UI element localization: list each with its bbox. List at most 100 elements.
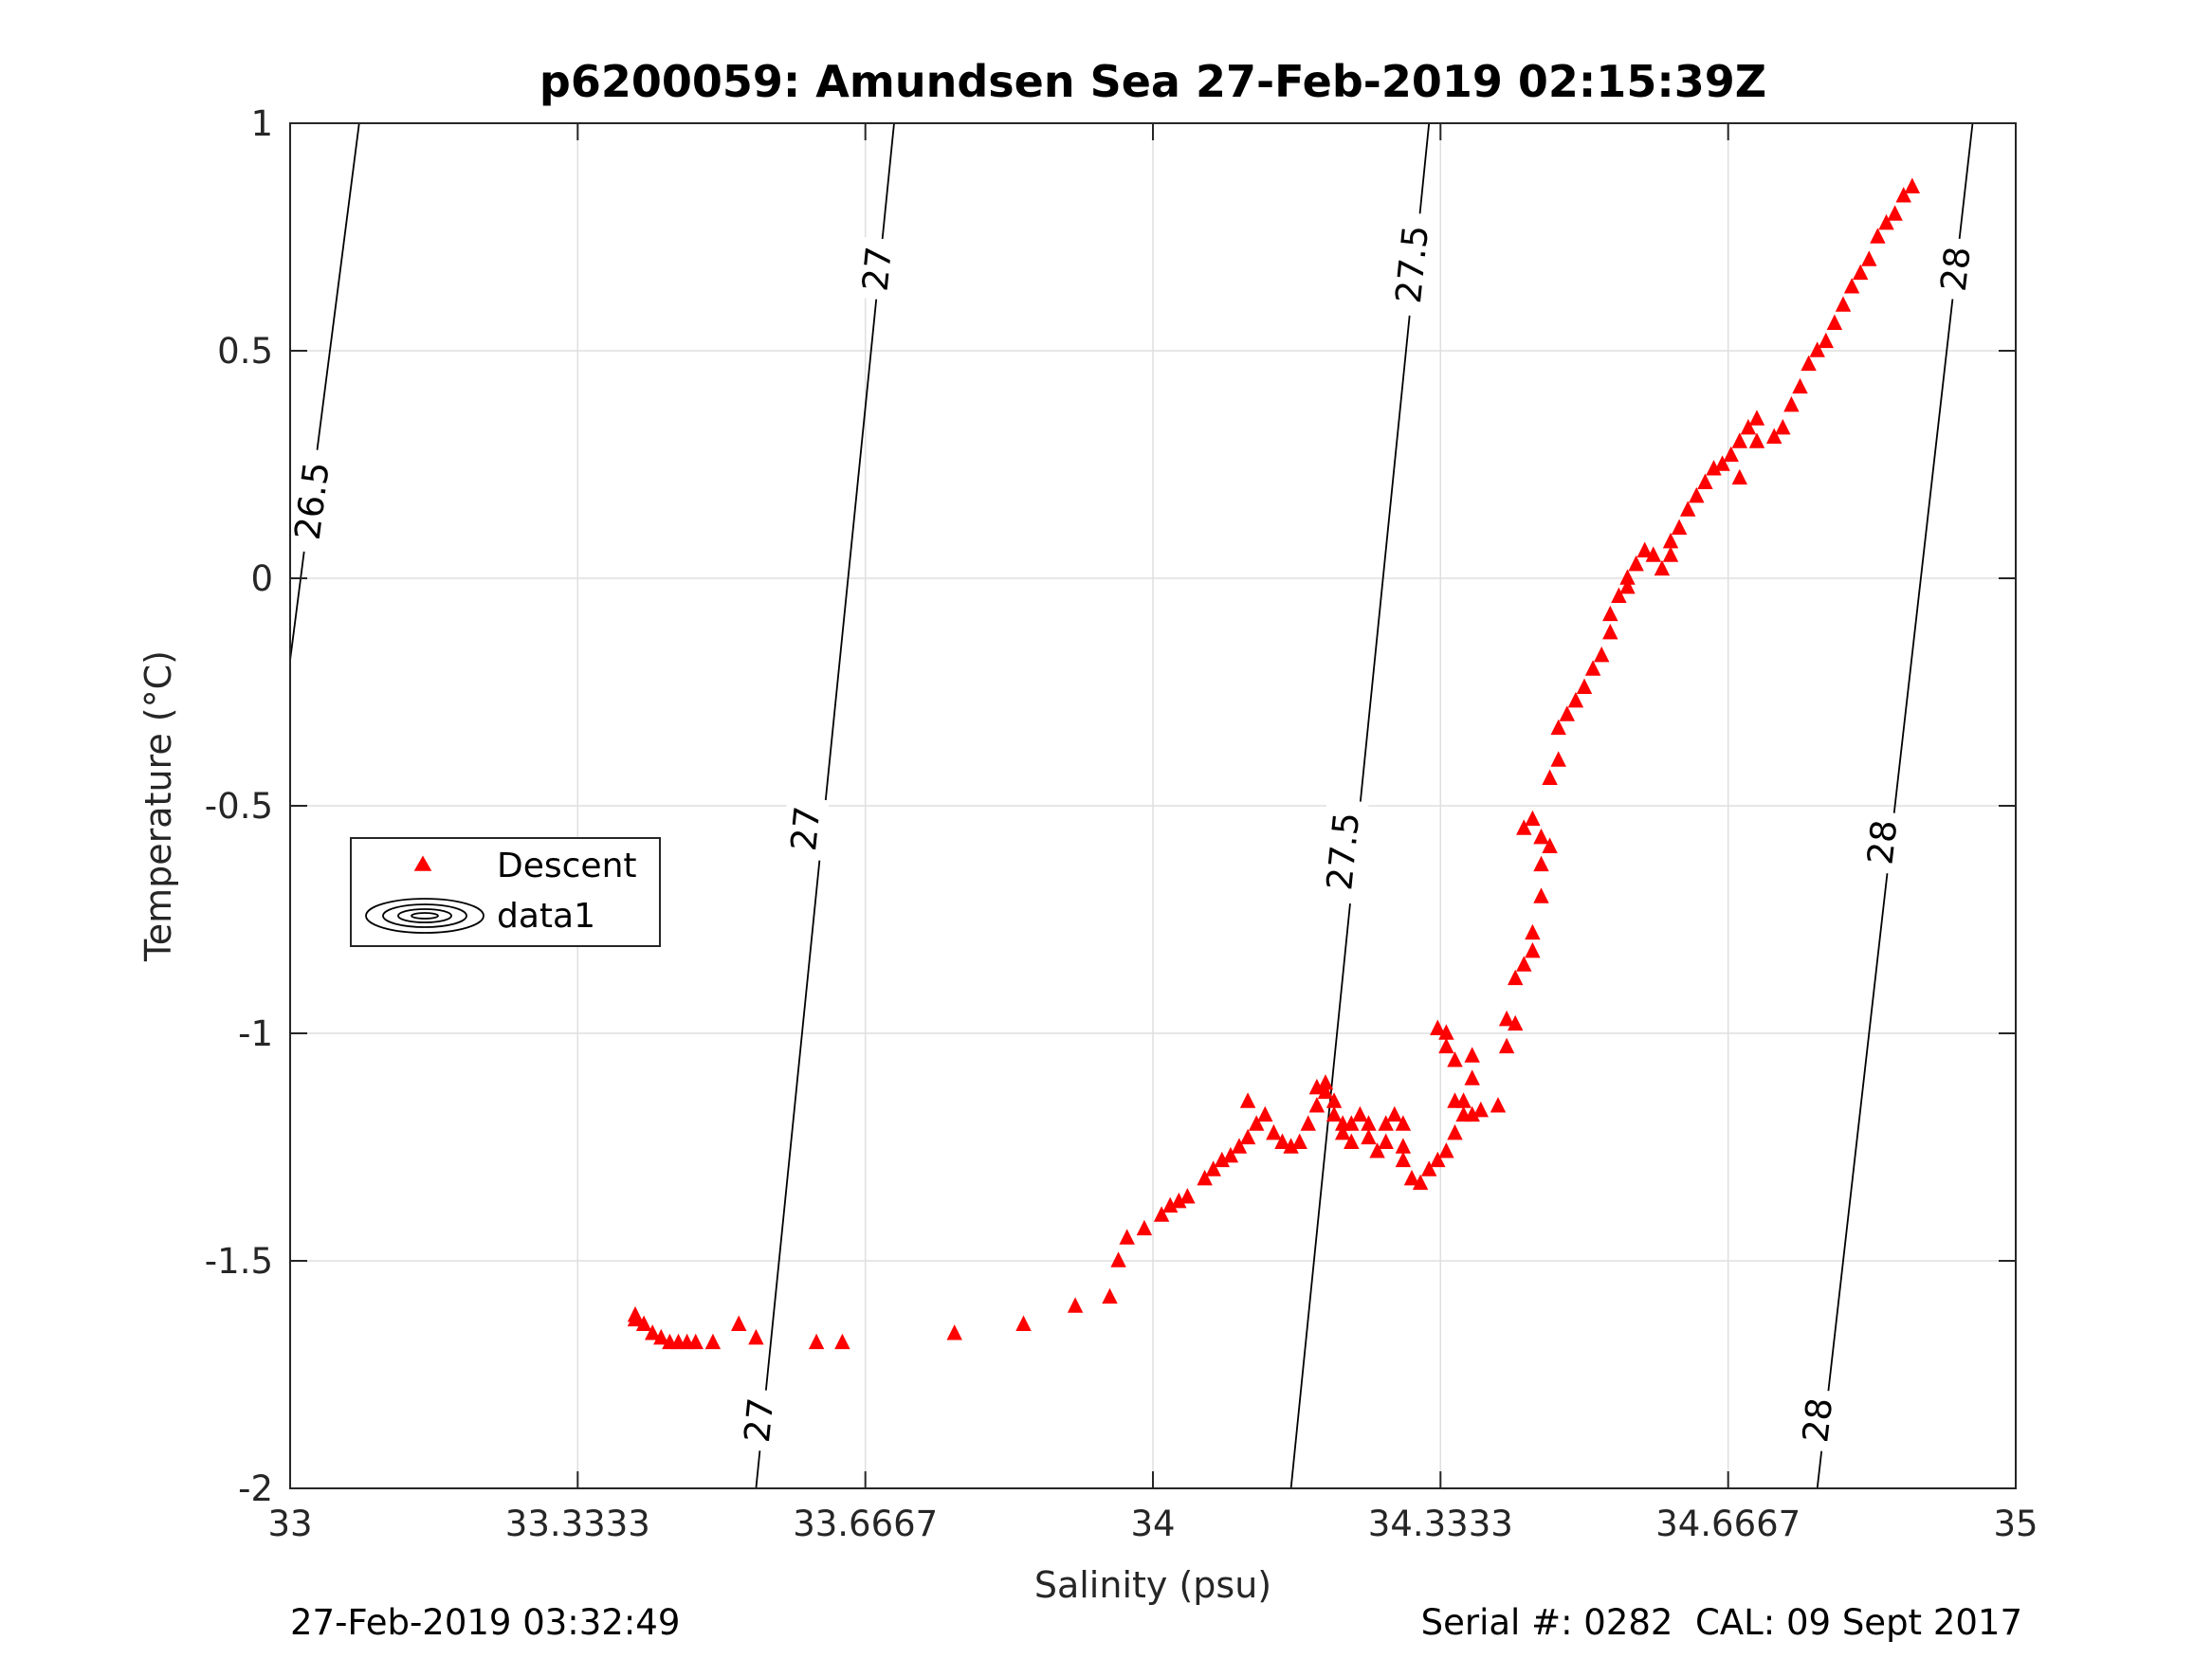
isopycnal-label: 27 bbox=[855, 245, 901, 293]
descent-point bbox=[1662, 546, 1679, 562]
descent-point bbox=[1887, 205, 1903, 221]
descent-point bbox=[1438, 1142, 1454, 1158]
descent-point bbox=[1576, 678, 1593, 694]
descent-point bbox=[1731, 432, 1748, 448]
y-tick-label: 0.5 bbox=[217, 331, 273, 372]
descent-point bbox=[1731, 468, 1748, 485]
descent-point bbox=[1662, 532, 1679, 549]
descent-point bbox=[1525, 810, 1541, 827]
x-tick-label: 33.6667 bbox=[793, 1504, 938, 1544]
descent-point bbox=[1533, 828, 1549, 845]
y-tick-label: 0 bbox=[250, 558, 273, 599]
descent-point bbox=[1308, 1097, 1325, 1113]
descent-point bbox=[1748, 432, 1765, 448]
descent-point bbox=[1593, 646, 1610, 663]
descent-point bbox=[644, 1324, 661, 1340]
descent-point bbox=[1300, 1115, 1317, 1131]
descent-point bbox=[1809, 341, 1825, 357]
descent-point bbox=[946, 1324, 962, 1340]
descent-point bbox=[808, 1333, 825, 1350]
y-axis-label: Temperature (°C) bbox=[137, 650, 179, 962]
descent-point bbox=[1179, 1188, 1196, 1204]
x-tick-label: 35 bbox=[1993, 1504, 2038, 1544]
descent-series bbox=[627, 177, 1921, 1350]
isopycnal-label-gap bbox=[1316, 798, 1369, 904]
descent-point bbox=[1507, 1014, 1524, 1031]
isopycnal-label-gap bbox=[1857, 810, 1907, 875]
descent-point bbox=[704, 1333, 722, 1350]
descent-point bbox=[1205, 1160, 1221, 1176]
y-tick-label: -0.5 bbox=[205, 786, 273, 827]
isopycnal-label-gap bbox=[284, 447, 339, 555]
descent-point bbox=[1136, 1219, 1153, 1236]
legend-triangle-marker-icon bbox=[413, 855, 432, 871]
descent-point bbox=[1352, 1105, 1368, 1122]
isopycnal-contours: 26.5 27 27 27 27.5 27.5 28 28 28 bbox=[284, 122, 1980, 1489]
descent-point bbox=[1344, 1133, 1360, 1149]
descent-point bbox=[1490, 1097, 1507, 1113]
descent-point bbox=[1533, 887, 1549, 903]
descent-point bbox=[1870, 228, 1886, 244]
footer-serial-calibration: Serial #: 0282 CAL: 09 Sept 2017 bbox=[1420, 1602, 2022, 1643]
x-tick-label: 34 bbox=[1130, 1504, 1175, 1544]
descent-point bbox=[834, 1333, 850, 1350]
descent-point bbox=[1542, 769, 1558, 785]
isopycnal-label-gap bbox=[781, 795, 830, 862]
isopycnal-label-gap bbox=[735, 1387, 783, 1453]
descent-point bbox=[1611, 587, 1627, 603]
descent-point bbox=[1636, 541, 1653, 557]
x-tick-label: 33.3333 bbox=[505, 1504, 650, 1544]
descent-point bbox=[1274, 1133, 1290, 1149]
descent-point bbox=[1818, 332, 1835, 349]
descent-point bbox=[687, 1333, 704, 1350]
descent-point bbox=[1550, 719, 1566, 736]
isopycnal-label-gap bbox=[1793, 1387, 1842, 1453]
descent-point bbox=[1516, 819, 1532, 835]
descent-point bbox=[1550, 751, 1566, 767]
descent-point bbox=[1464, 1069, 1480, 1085]
descent-point bbox=[1559, 705, 1576, 721]
isopycnal-label-gap bbox=[1930, 236, 1980, 301]
legend: Descent data1 bbox=[350, 837, 661, 947]
descent-point bbox=[1689, 486, 1705, 503]
x-axis: 33 33.3333 33.6667 34 34.3333 34.6667 35 bbox=[267, 123, 2038, 1544]
isopycnal-label: 26.5 bbox=[287, 460, 338, 542]
descent-point bbox=[1386, 1105, 1403, 1122]
descent-point bbox=[1516, 956, 1532, 972]
descent-point bbox=[1567, 691, 1584, 708]
descent-point bbox=[1447, 1092, 1463, 1108]
legend-label-data1: data1 bbox=[497, 897, 595, 936]
descent-point bbox=[1361, 1128, 1377, 1145]
chart-title: p6200059: Amundsen Sea 27-Feb-2019 02:15… bbox=[539, 56, 1766, 107]
descent-point bbox=[1533, 855, 1549, 872]
descent-point bbox=[1239, 1092, 1256, 1108]
descent-point bbox=[1447, 1123, 1463, 1140]
descent-point bbox=[1542, 837, 1558, 853]
isopycnal-label-gap bbox=[852, 236, 901, 301]
descent-point bbox=[1714, 455, 1730, 471]
descent-point bbox=[1835, 296, 1852, 312]
isopycnal-label: 27.5 bbox=[1319, 811, 1367, 892]
y-axis: 1 0.5 0 -0.5 -1 -1.5 -2 bbox=[205, 103, 2016, 1509]
descent-point bbox=[1197, 1169, 1213, 1186]
descent-point bbox=[1369, 1142, 1385, 1158]
descent-point bbox=[1153, 1206, 1170, 1222]
descent-point bbox=[1067, 1297, 1084, 1313]
descent-point bbox=[1679, 501, 1696, 517]
descent-point bbox=[1619, 577, 1636, 594]
descent-point bbox=[1378, 1115, 1394, 1131]
isopycnal-label: 27 bbox=[737, 1395, 782, 1444]
isopycnal-label: 27 bbox=[783, 804, 829, 852]
descent-point bbox=[653, 1328, 669, 1345]
descent-point bbox=[635, 1315, 652, 1331]
descent-point bbox=[1378, 1133, 1394, 1149]
isopycnal-label-gap bbox=[1385, 210, 1438, 318]
descent-point bbox=[1723, 446, 1739, 463]
descent-point bbox=[1671, 519, 1688, 535]
descent-point bbox=[1248, 1115, 1265, 1131]
descent-point bbox=[1015, 1315, 1032, 1331]
legend-contour-icon bbox=[365, 898, 484, 934]
descent-point bbox=[1602, 605, 1618, 622]
descent-point bbox=[748, 1328, 764, 1345]
